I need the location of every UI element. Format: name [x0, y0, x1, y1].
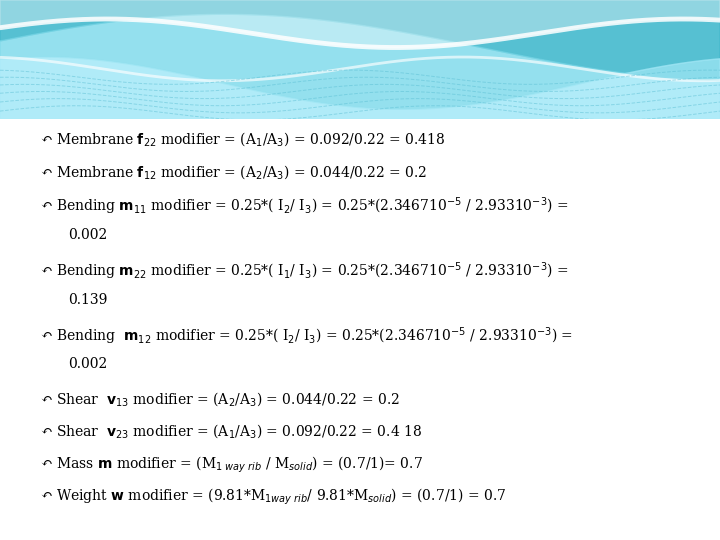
Text: 0.002: 0.002 [68, 357, 108, 372]
Text: ↶ Shear  $\mathbf{v}_{23}$ modifier = (A$_1$/A$_3$) = 0.092/0.22 = 0.4 18: ↶ Shear $\mathbf{v}_{23}$ modifier = (A$… [40, 422, 422, 440]
Text: ↶ Mass $\mathbf{m}$ modifier = (M$_{1\ way\ rib}$ / M$_{solid}$) = (0.7/1)= 0.7: ↶ Mass $\mathbf{m}$ modifier = (M$_{1\ w… [40, 455, 423, 475]
Text: ↶ Bending $\mathbf{m}_{11}$ modifier = 0.25*( I$_2$/ I$_3$) = 0.25*(2.346710$^{-: ↶ Bending $\mathbf{m}_{11}$ modifier = 0… [40, 195, 568, 217]
Text: ↶ Shear  $\mathbf{v}_{13}$ modifier = (A$_2$/A$_3$) = 0.044/0.22 = 0.2: ↶ Shear $\mathbf{v}_{13}$ modifier = (A$… [40, 390, 399, 408]
Text: ↶ Weight $\mathbf{w}$ modifier = (9.81*M$_{1way\ rib}$/ 9.81*M$_{solid}$) = (0.7: ↶ Weight $\mathbf{w}$ modifier = (9.81*M… [40, 487, 506, 508]
Text: Part B: Part B [40, 40, 104, 58]
Text: One way slab system (y-direction):: One way slab system (y-direction): [29, 66, 591, 95]
Text: ↶ Membrane $\mathbf{f}_{11}$ modifier = (A$_2$/A$_3$) = 0.044/0.22 = 0.2: ↶ Membrane $\mathbf{f}_{11}$ modifier = … [40, 98, 427, 116]
Text: ↶ Membrane $\mathbf{f}_{22}$ modifier = (A$_1$/A$_3$) = 0.092/0.22 = 0.418: ↶ Membrane $\mathbf{f}_{22}$ modifier = … [40, 131, 445, 149]
Text: ↶ Membrane $\mathbf{f}_{12}$ modifier = (A$_2$/A$_3$) = 0.044/0.22 = 0.2: ↶ Membrane $\mathbf{f}_{12}$ modifier = … [40, 163, 427, 181]
Text: 0.002: 0.002 [68, 228, 108, 242]
Text: 0.139: 0.139 [68, 293, 108, 307]
Text: ↶ Bending  $\mathbf{m}_{12}$ modifier = 0.25*( I$_2$/ I$_3$) = 0.25*(2.346710$^{: ↶ Bending $\mathbf{m}_{12}$ modifier = 0… [40, 325, 572, 347]
Text: ↶ Bending $\mathbf{m}_{22}$ modifier = 0.25*( I$_1$/ I$_3$) = 0.25*(2.346710$^{-: ↶ Bending $\mathbf{m}_{22}$ modifier = 0… [40, 260, 568, 282]
